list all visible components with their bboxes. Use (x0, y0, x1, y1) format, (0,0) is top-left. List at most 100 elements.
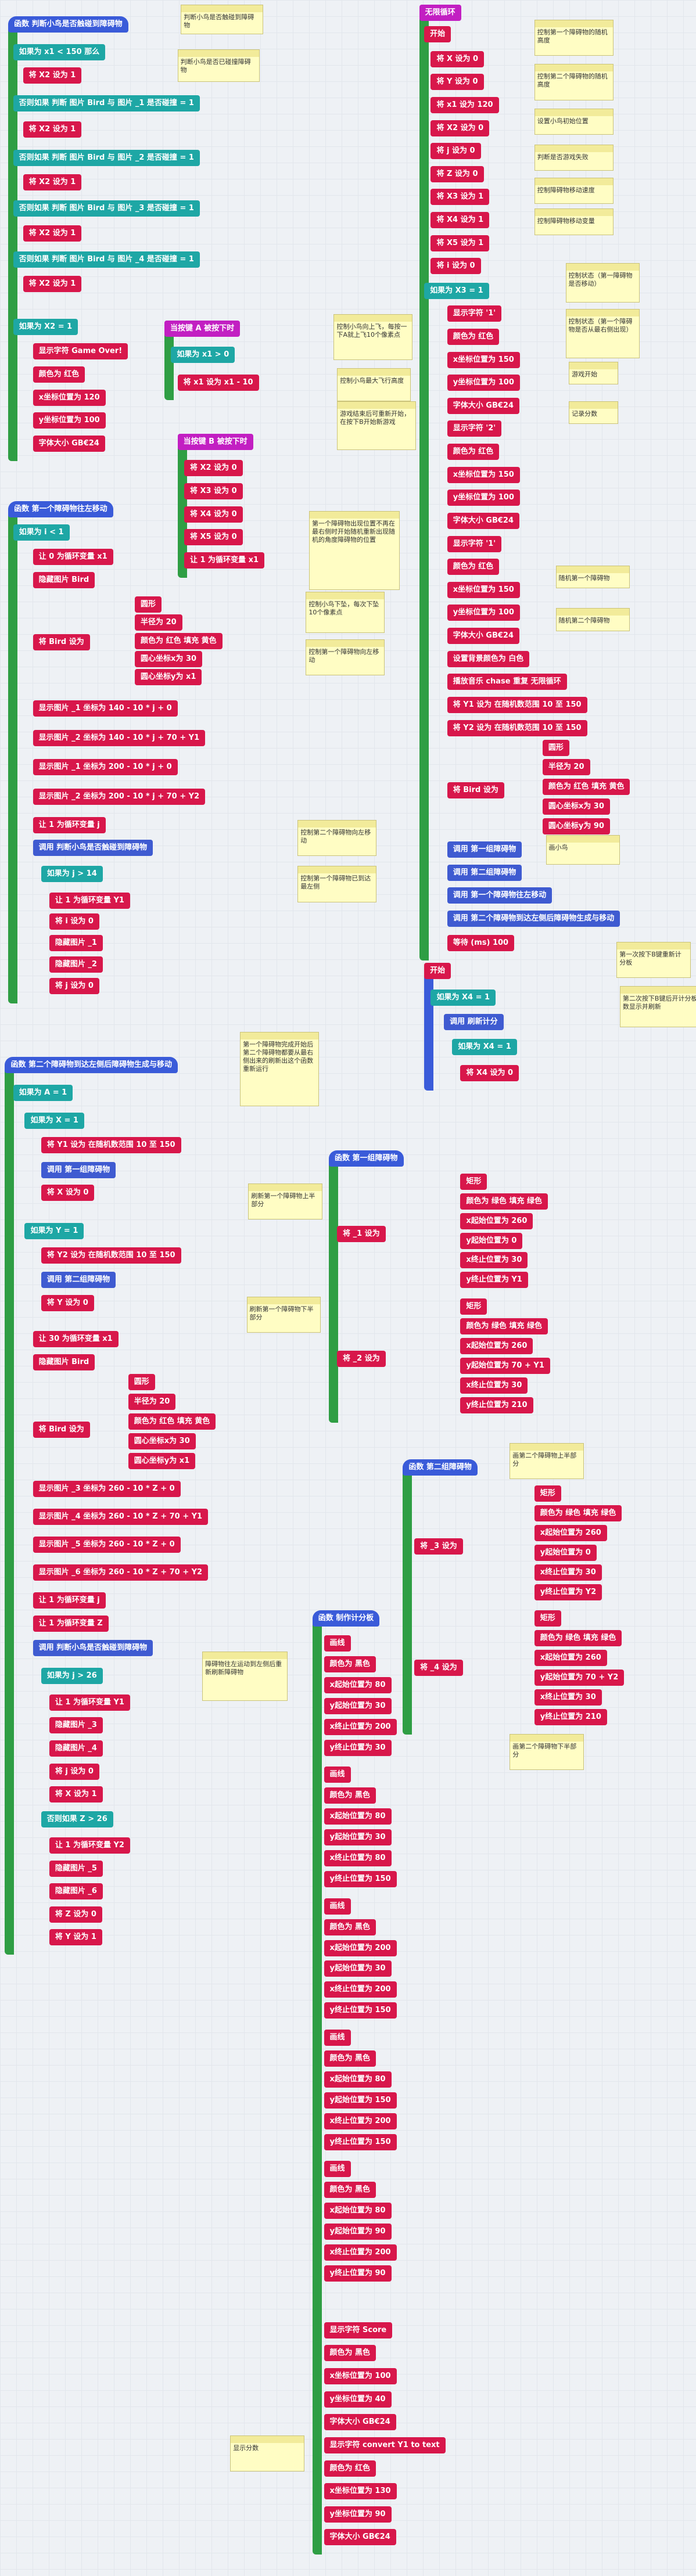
comment-text: 控制小鸟下坠，每次下坠10个像素点 (308, 600, 379, 616)
code-block: 将 _2 设为 (337, 1351, 386, 1368)
comment: 控制状态（第一障碍物是否移动） (565, 262, 640, 303)
comment-text: 判断小鸟是否已碰撞障碍物 (180, 57, 251, 74)
code-block: 如果为 Y = 1 (24, 1222, 84, 1239)
comment: 控制第二个障碍物向左移动 (297, 820, 377, 857)
comment: 控制第一个障碍物向左移动 (306, 639, 385, 676)
comment-text: 画第二个障碍物上半部分 (512, 1451, 577, 1467)
comment-header (569, 401, 618, 409)
script-frame (419, 16, 429, 961)
code-block: 半径为 20 (542, 759, 590, 776)
code-block: 显示字符 Score (324, 2322, 393, 2338)
code-block: 函数 第二个障碍物到达左侧后障碍物生成与移动 (5, 1056, 178, 1073)
comment-text: 控制第一个障碍物的随机高度 (537, 28, 608, 44)
code-block: 圆形 (128, 1373, 155, 1390)
code-block: 如果为 i < 1 (13, 524, 70, 541)
comment-header (620, 987, 696, 994)
code-block: y终止位置为 90 (324, 2265, 392, 2282)
code-block: 显示字符 '1' (447, 535, 502, 552)
code-block: 让 1 为循环变量 j (33, 816, 106, 833)
code-block: 否则如果 判断 图片 Bird 与 图片 _2 是否碰撞 = 1 (13, 149, 200, 166)
comment-header (247, 1297, 320, 1304)
code-block: 将 Z 设为 0 (49, 1906, 102, 1923)
comment-header (534, 64, 613, 72)
code-block: 矩形 (534, 1485, 561, 1502)
code-block: y坐标位置为 100 (447, 490, 520, 506)
code-block: 如果为 j > 14 (41, 866, 103, 883)
code-block: x终止位置为 200 (324, 1718, 397, 1735)
code-block: 将 Z 设为 0 (430, 166, 484, 182)
code-block: 显示图片 _3 坐标为 260 - 10 * Z + 0 (33, 1480, 181, 1497)
comment-header (334, 314, 412, 322)
code-block: x起始位置为 80 (324, 1808, 392, 1825)
code-block: x坐标位置为 130 (324, 2483, 397, 2500)
code-block: x终止位置为 30 (460, 1377, 528, 1394)
comment-header (510, 1734, 583, 1742)
code-block: 函数 第二组障碍物 (403, 1459, 478, 1476)
code-block: 将 X2 设为 1 (23, 67, 82, 84)
code-block: 将 X2 设为 1 (23, 174, 82, 190)
code-block: 如果为 X4 = 1 (452, 1038, 517, 1055)
code-block: 圆心坐标y为 x1 (135, 668, 202, 685)
comment: 控制状态（第一个障碍物是否从最右侧出现） (565, 309, 640, 358)
code-block: 无限循环 (419, 5, 461, 21)
comment: 障碍物往左运动到左侧后重新刷新障碍物 (202, 1652, 288, 1701)
code-block: 显示字符 '1' (447, 305, 502, 322)
code-block: x起始位置为 260 (534, 1650, 607, 1667)
code-block: 显示图片 _2 坐标为 140 - 10 * j + 70 + Y1 (33, 729, 206, 746)
code-block: y坐标位置为 100 (447, 375, 520, 391)
comment: 第一个障碍物完成开始后第二个障碍物都要从最右侧出来的刷新出这个函数重新运行 (240, 1032, 319, 1106)
comment-header (569, 362, 618, 369)
code-block: 圆心坐标y为 x1 (128, 1452, 196, 1469)
code-block: 显示图片 _5 坐标为 260 - 10 * Z + 0 (33, 1537, 181, 1553)
code-block: 将 Bird 设为 (33, 1421, 90, 1438)
code-block: x终止位置为 200 (324, 1981, 397, 1998)
comment-header (231, 2436, 304, 2444)
code-block: 矩形 (534, 1610, 561, 1627)
code-block: 将 X2 设为 1 (23, 225, 82, 242)
code-block: y终止位置为 150 (324, 2002, 397, 2019)
code-block: x坐标位置为 150 (447, 581, 520, 598)
code-block: 让 1 为循环变量 j (33, 1592, 106, 1609)
code-block: 将 Y2 设为 在随机数范围 10 至 150 (41, 1247, 181, 1264)
code-block: 函数 第一个障碍物往左移动 (8, 501, 113, 518)
code-block: 画线 (324, 2161, 351, 2178)
code-block: 等待 (ms) 100 (447, 935, 515, 952)
code-block: 字体大小 GB€24 (324, 2529, 396, 2546)
comment-text: 控制第一个障碍物已到达最左侧 (300, 875, 371, 891)
code-block: 颜色为 黑色 (324, 2345, 376, 2362)
comment: 控制第一个障碍物的随机高度 (534, 19, 614, 56)
code-block: 矩形 (460, 1298, 487, 1315)
code-block: 将 X2 设为 0 (184, 460, 243, 477)
comment-text: 随机第二个障碍物 (558, 617, 610, 625)
comment-header (556, 566, 629, 573)
code-block: 颜色为 红色 (33, 366, 85, 383)
code-block: 调用 刷新计分 (444, 1014, 504, 1031)
script-frame (8, 513, 18, 1003)
comment: 画第二个障碍物上半部分 (510, 1442, 584, 1479)
code-block: x起始位置为 260 (460, 1337, 533, 1354)
comment-header (534, 209, 613, 217)
comment: 控制第二个障碍物的随机高度 (534, 64, 614, 100)
code-block: 显示图片 _1 坐标为 200 - 10 * j + 0 (33, 759, 178, 776)
comment: 设置小鸟初始位置 (534, 108, 614, 135)
comment-header (338, 368, 411, 376)
comment: 第一个障碍物出现位置不再在最右侧时开始随机重新出现随机的角度障碍物的位置 (309, 511, 400, 590)
code-block: 让 0 为循环变量 x1 (33, 549, 113, 566)
comment: 判断小鸟是否触碰到障碍物 (181, 5, 263, 35)
comment-text: 判断是否游戏失败 (537, 153, 589, 161)
comment-text: 障碍物往左运动到左侧后重新刷新障碍物 (205, 1660, 282, 1676)
code-block: 否则如果 判断 图片 Bird 与 图片 _4 是否碰撞 = 1 (13, 251, 200, 268)
comment-text: 第一个障碍物出现位置不再在最右侧时开始随机重新出现随机的角度障碍物的位置 (312, 520, 396, 544)
code-block: 颜色为 绿色 填充 绿色 (534, 1505, 622, 1522)
code-block: 如果为 X = 1 (24, 1112, 84, 1129)
code-block: 将 Y 设为 0 (41, 1295, 94, 1312)
code-block: 将 X3 设为 1 (430, 189, 490, 206)
code-block: 让 1 为循环变量 x1 (184, 552, 265, 569)
code-block: 如果为 x1 > 0 (171, 347, 235, 364)
code-block: 显示图片 _2 坐标为 200 - 10 * j + 70 + Y2 (33, 789, 206, 805)
code-block: 将 Y 设为 1 (49, 1929, 102, 1946)
comment-header (556, 609, 629, 616)
code-block: y终止位置为 Y1 (460, 1272, 528, 1289)
code-block: 显示图片 _1 坐标为 140 - 10 * j + 0 (33, 700, 178, 717)
code-block: 圆心坐标x为 30 (542, 798, 610, 815)
